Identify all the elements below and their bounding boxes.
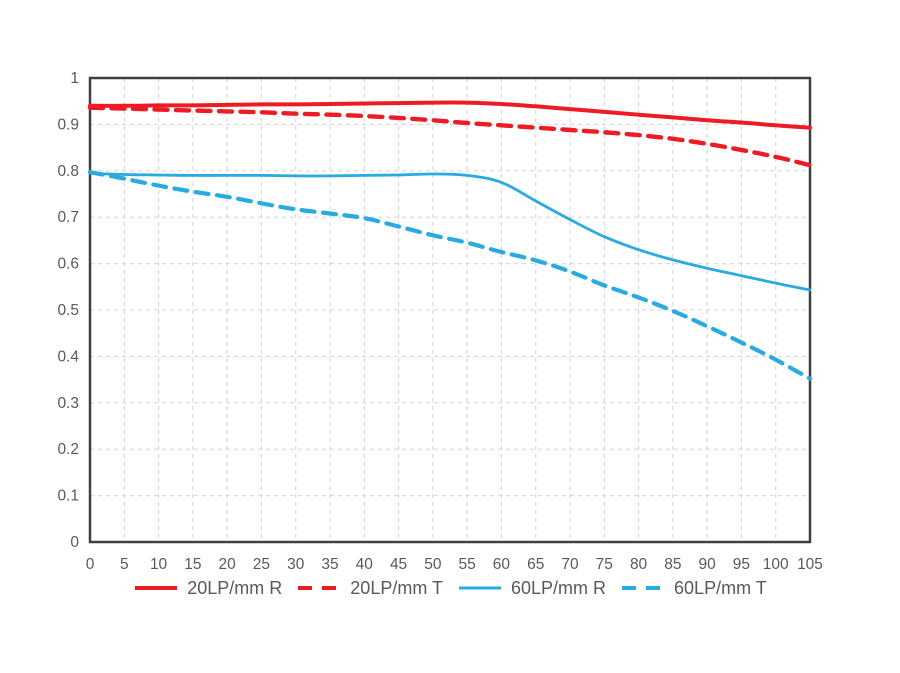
x-tick-label: 85 [664,556,681,573]
y-tick-label: 0 [70,534,79,551]
plot-border [88,76,812,544]
x-tick-label: 30 [287,556,305,573]
series-line-60lp-mm-t [87,170,813,381]
series-line-20lp-mm-r [88,100,812,130]
x-axis-tick-labels: 0 5 10 15 20 25 30 35 40 45 50 55 60 65 70 75 80 85 90 95 10… [86,556,823,573]
y-tick-label: 0.7 [57,209,79,226]
legend-label-60lpmm-t: 60LP/mm T [674,578,767,598]
x-tick-label: 45 [390,556,407,573]
x-tick-label: 25 [253,556,270,573]
series-line-20lp-mm-t [87,105,813,168]
x-tick-label: 65 [527,556,544,573]
x-tick-label: 100 [763,556,789,573]
legend-label-20lpmm-t: 20LP/mm T [350,578,443,598]
x-tick-label: 55 [459,556,476,573]
x-tick-label: 15 [184,556,201,573]
x-tick-label: 5 [120,556,129,573]
y-tick-label: 0.3 [57,395,79,412]
legend-swatch-dashed-red-line [298,586,341,590]
legend-item-60lpmm-r: 60LP/mm R [457,579,606,597]
x-tick-label: 75 [596,556,613,573]
y-tick-label: 0.2 [57,441,79,458]
legend: 20LP/mm R 20LP/mm T 60LP/mm R 60LP/mm T [0,579,900,597]
legend-item-60lpmm-t: 60LP/mm T [620,579,767,597]
x-tick-label: 90 [699,556,717,573]
y-tick-label: 0.1 [57,488,79,505]
legend-item-20lpmm-r: 20LP/mm R [133,579,282,597]
x-tick-label: 10 [150,556,168,573]
y-tick-label: 0.6 [57,256,79,273]
legend-label-20lpmm-r: 20LP/mm R [187,578,283,598]
legend-label-60lpmm-r: 60LP/mm R [511,578,607,598]
y-tick-label: 0.9 [57,116,79,133]
x-tick-label: 105 [797,556,823,573]
x-tick-label: 40 [356,556,374,573]
legend-item-20lpmm-t: 20LP/mm T [296,579,443,597]
x-tick-label: 70 [561,556,579,573]
x-tick-label: 95 [733,556,750,573]
y-tick-label: 0.8 [57,163,79,180]
series-line-60lp-mm-r [88,171,812,292]
x-tick-label: 35 [321,556,338,573]
y-tick-label: 0.5 [57,302,79,319]
x-tick-label: 80 [630,556,648,573]
x-tick-label: 0 [86,556,95,573]
x-tick-label: 20 [219,556,237,573]
legend-swatch-solid-red-line [135,586,178,590]
y-tick-label: 1 [70,70,79,87]
legend-swatch-dashed-blue-line [622,586,665,590]
y-axis-tick-labels: 0 0.1 0.2 0.3 0.4 0.5 0.6 0.7 0.8 0.9 1 [57,70,79,551]
y-tick-label: 0.4 [57,348,79,365]
x-tick-label: 50 [424,556,442,573]
legend-swatch-solid-blue-line [459,586,501,590]
x-tick-label: 60 [493,556,511,573]
gridlines [90,78,810,542]
